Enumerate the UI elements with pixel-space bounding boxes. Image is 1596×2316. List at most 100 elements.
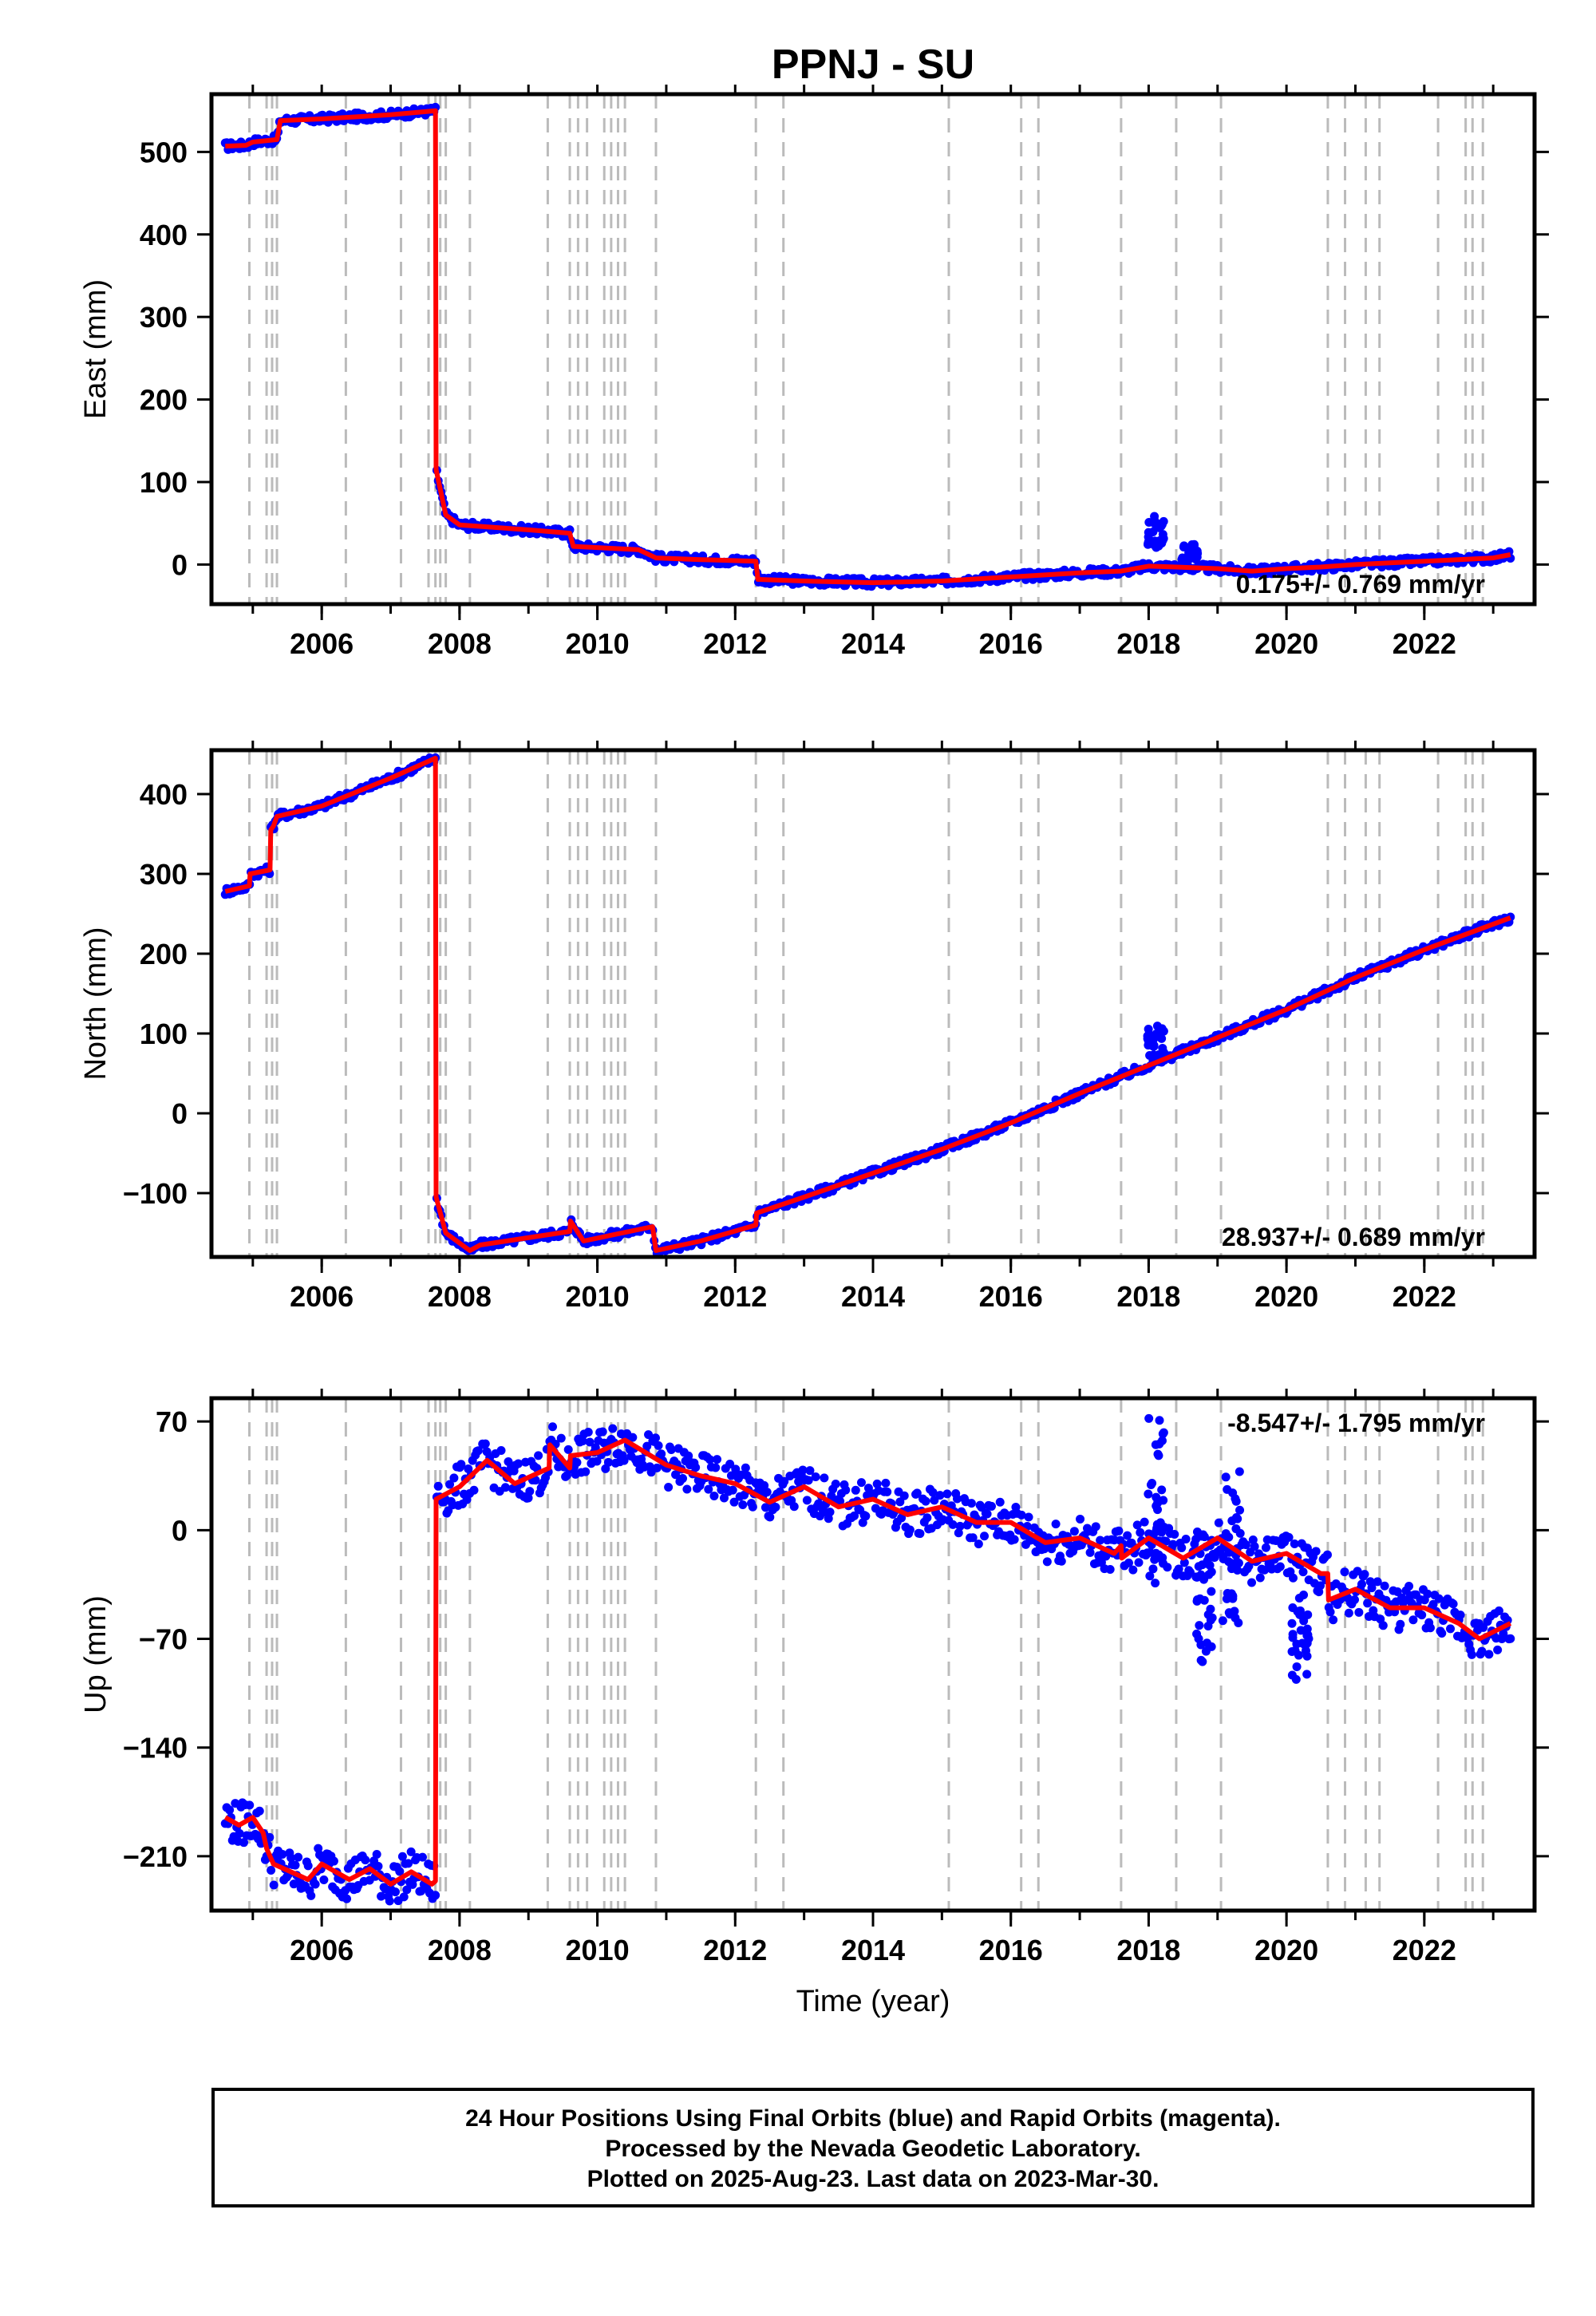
observation-point xyxy=(1242,1540,1250,1549)
observation-point xyxy=(1340,1567,1349,1576)
observation-point xyxy=(1293,1662,1302,1671)
y-tick-label: 70 xyxy=(156,1405,188,1438)
observation-point xyxy=(1289,1634,1298,1642)
y-tick-label: 200 xyxy=(140,938,188,970)
observation-point xyxy=(1219,1555,1228,1563)
observation-point xyxy=(311,1880,320,1889)
observation-point xyxy=(391,1887,400,1896)
observation-point xyxy=(1052,1520,1061,1528)
rate-annotation: -8.547+/- 1.795 mm/yr xyxy=(1227,1409,1485,1437)
observation-point xyxy=(922,1497,930,1506)
footer-line-1: 24 Hour Positions Using Final Orbits (bl… xyxy=(215,2104,1531,2134)
x-tick-label: 2018 xyxy=(1116,1934,1180,1966)
x-tick-label: 2014 xyxy=(841,1280,905,1313)
observation-point xyxy=(996,1498,1005,1507)
observation-point xyxy=(1144,1414,1153,1423)
panel-2: 2006 2008 2010 2012 2014 2016 2018 2020 2022−100… xyxy=(79,741,1549,1313)
observation-point xyxy=(1184,555,1193,564)
observation-point xyxy=(1144,539,1152,547)
observation-point xyxy=(678,1474,687,1483)
observation-point xyxy=(763,1488,772,1496)
observation-point xyxy=(987,1502,996,1511)
observation-point xyxy=(1224,1533,1233,1542)
observation-point xyxy=(608,1425,617,1433)
observation-point xyxy=(682,1484,691,1493)
observation-point xyxy=(572,1458,581,1467)
x-tick-label: 2006 xyxy=(290,627,354,660)
observation-point xyxy=(1157,1485,1166,1494)
observation-point xyxy=(651,1433,660,1442)
observation-points xyxy=(221,753,1515,1258)
observation-point xyxy=(803,1496,812,1504)
x-tick-label: 2014 xyxy=(841,1934,905,1966)
y-tick-label: 100 xyxy=(140,1018,188,1050)
observation-point xyxy=(1140,1518,1149,1527)
plot-frame xyxy=(211,1398,1535,1911)
observation-point xyxy=(1190,540,1199,549)
observation-point xyxy=(1135,1558,1144,1567)
observation-point xyxy=(1363,1599,1372,1607)
observation-point xyxy=(1449,1599,1458,1608)
observation-point xyxy=(1043,1557,1052,1566)
y-tick-label: 300 xyxy=(140,858,188,891)
footer-line-2: Processed by the Nevada Geodetic Laborat… xyxy=(215,2134,1531,2164)
observation-point xyxy=(1010,1535,1019,1544)
x-tick-label: 2006 xyxy=(290,1280,354,1313)
observation-point xyxy=(900,1492,909,1500)
observation-point xyxy=(1484,1650,1493,1658)
observation-point xyxy=(1203,1638,1211,1647)
observation-point xyxy=(851,1486,860,1495)
observation-point xyxy=(1288,1619,1297,1628)
observation-point xyxy=(291,1861,300,1870)
observation-point xyxy=(1153,1505,1162,1514)
y-axis-label: East (mm) xyxy=(79,279,113,419)
x-tick-label: 2008 xyxy=(428,627,492,660)
observation-point xyxy=(967,1499,976,1508)
observation-point xyxy=(1204,1622,1213,1630)
observation-point xyxy=(771,1503,780,1512)
observation-point xyxy=(557,1434,566,1443)
observation-point xyxy=(481,1440,490,1448)
observation-point xyxy=(1231,1524,1240,1533)
observation-point xyxy=(1223,1589,1232,1598)
observation-point xyxy=(1204,1611,1213,1619)
observation-point xyxy=(525,1487,534,1496)
plot-frame xyxy=(211,94,1535,604)
observation-point xyxy=(1468,1650,1476,1659)
x-axis-label: Time (year) xyxy=(796,1985,950,2018)
observation-point xyxy=(1379,1621,1388,1630)
observation-point xyxy=(534,1451,543,1460)
observation-point xyxy=(1170,1530,1179,1539)
observation-point xyxy=(1182,1535,1191,1543)
observation-point xyxy=(691,1463,700,1472)
plot-area xyxy=(221,750,1515,1258)
x-tick-label: 2008 xyxy=(428,1934,492,1966)
x-tick-label: 2012 xyxy=(703,627,767,660)
x-tick-label: 2010 xyxy=(566,1934,630,1966)
observation-point xyxy=(225,1806,234,1815)
observation-point xyxy=(1303,1652,1312,1661)
y-tick-label: −210 xyxy=(123,1840,188,1873)
observation-point xyxy=(1177,1543,1186,1552)
x-tick-label: 2010 xyxy=(566,1280,630,1313)
observation-point xyxy=(1350,1595,1359,1604)
observation-point xyxy=(861,1512,870,1520)
observation-point xyxy=(1152,1524,1161,1533)
observation-point xyxy=(1396,1620,1404,1629)
y-axis-label: Up (mm) xyxy=(79,1595,113,1713)
observation-point xyxy=(584,1428,593,1437)
observation-point xyxy=(581,1468,590,1476)
x-tick-label: 2016 xyxy=(979,1934,1043,1966)
observation-point xyxy=(1506,1634,1515,1643)
observation-point xyxy=(741,1464,750,1472)
observation-point xyxy=(1148,1051,1157,1060)
y-tick-label: 100 xyxy=(140,466,188,499)
y-tick-label: −100 xyxy=(123,1177,188,1210)
x-tick-label: 2016 xyxy=(979,627,1043,660)
observation-point xyxy=(1151,1579,1159,1587)
rate-annotation: 0.175+/- 0.769 mm/yr xyxy=(1236,570,1485,599)
x-tick-label: 2022 xyxy=(1393,1934,1456,1966)
observation-point xyxy=(1354,1608,1363,1617)
model-line xyxy=(225,758,1511,1251)
observation-point xyxy=(1206,1561,1215,1570)
